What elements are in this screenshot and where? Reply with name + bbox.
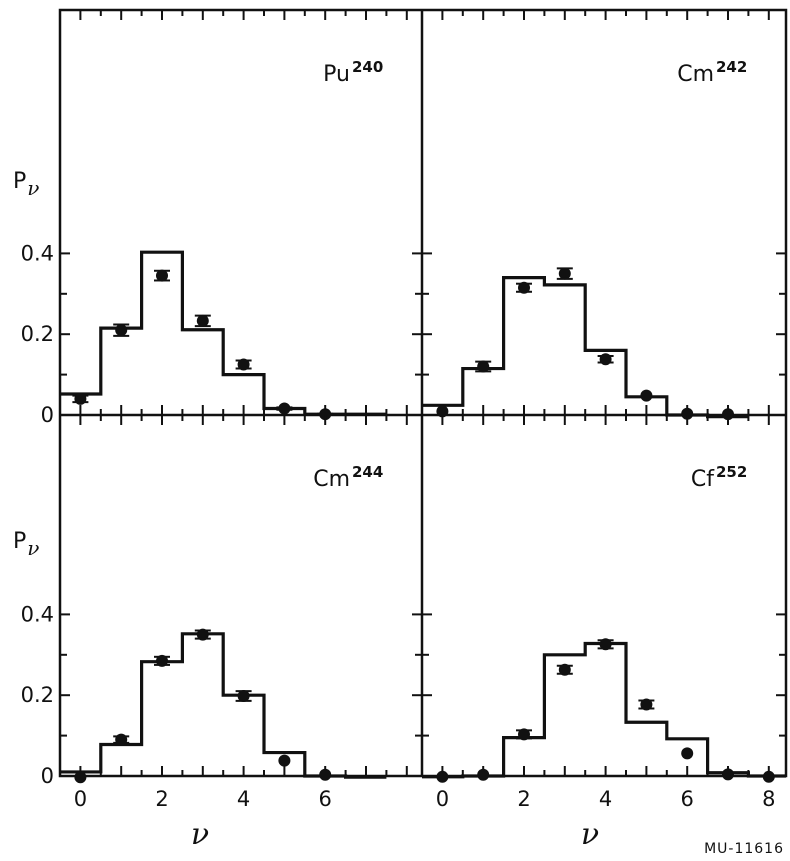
data-point bbox=[599, 353, 612, 366]
x-tick-label: 2 bbox=[517, 787, 530, 811]
panel-cf-252: Cf 252 bbox=[422, 415, 786, 783]
y-tick-label: 0.2 bbox=[21, 683, 54, 707]
data-point bbox=[74, 771, 87, 784]
data-point bbox=[196, 314, 209, 327]
data-point bbox=[278, 402, 291, 415]
y-axis-label-bottom: Pν bbox=[13, 529, 39, 560]
histogram-step-line bbox=[60, 250, 387, 416]
data-point bbox=[681, 407, 694, 420]
y-tick-label: 0 bbox=[41, 764, 54, 788]
data-point bbox=[436, 770, 449, 783]
data-point bbox=[319, 768, 332, 781]
panel-label: Pu bbox=[323, 62, 350, 87]
panel-label: Cf bbox=[691, 467, 715, 492]
x-tick-label: 0 bbox=[436, 787, 449, 811]
data-point bbox=[722, 408, 734, 421]
histogram-step-line bbox=[422, 276, 749, 419]
panel-label: Cm bbox=[313, 467, 350, 492]
figure-code: MU-11616 bbox=[704, 841, 784, 857]
panel-label-mass: 244 bbox=[352, 463, 383, 481]
data-point bbox=[558, 663, 571, 676]
data-point bbox=[237, 358, 250, 371]
panel-cm-244: Cm 244 bbox=[60, 415, 422, 784]
data-point bbox=[640, 698, 653, 711]
histogram-step-line bbox=[60, 632, 387, 779]
x-axis-label-right: ν bbox=[581, 817, 599, 852]
x-tick-label: 4 bbox=[599, 787, 612, 811]
y-axis-label-top: Pν bbox=[13, 169, 39, 200]
x-axis-label-left: ν bbox=[191, 817, 209, 852]
y-tick-label: 0.4 bbox=[21, 241, 54, 265]
data-point bbox=[518, 281, 530, 294]
data-point bbox=[518, 728, 530, 741]
data-point bbox=[278, 754, 291, 767]
panel-label: Cm bbox=[677, 62, 714, 87]
x-tick-label: 0 bbox=[74, 787, 87, 811]
data-point bbox=[237, 690, 250, 703]
data-point bbox=[681, 747, 694, 760]
data-point bbox=[599, 638, 612, 651]
x-tick-label: 6 bbox=[319, 787, 332, 811]
x-tick-label: 2 bbox=[155, 787, 168, 811]
data-point bbox=[477, 360, 490, 373]
panel-label-mass: 252 bbox=[716, 463, 747, 481]
panel-pu-240: Pu 240 bbox=[60, 10, 422, 421]
data-point bbox=[156, 654, 168, 667]
data-point bbox=[319, 408, 332, 421]
data-point bbox=[722, 768, 734, 781]
data-point bbox=[558, 267, 571, 280]
y-tick-label: 0.2 bbox=[21, 322, 54, 346]
axis-labels: Pν Pν ν ν MU-11616 bbox=[13, 169, 784, 857]
x-tick-label: 4 bbox=[237, 787, 250, 811]
data-point bbox=[196, 628, 209, 641]
panel-label-mass: 240 bbox=[352, 58, 383, 76]
data-point bbox=[115, 733, 128, 746]
y-tick-label: 0 bbox=[41, 403, 54, 427]
panel-label-mass: 242 bbox=[716, 58, 747, 76]
x-tick-label: 8 bbox=[762, 787, 775, 811]
data-point bbox=[74, 392, 87, 405]
data-point bbox=[640, 389, 653, 402]
data-point bbox=[477, 768, 490, 781]
data-point bbox=[115, 324, 128, 337]
panel-cm-242: Cm 242 bbox=[422, 10, 786, 421]
x-tick-label: 6 bbox=[681, 787, 694, 811]
histogram-step-line bbox=[422, 641, 786, 779]
data-point bbox=[436, 405, 449, 418]
data-point bbox=[156, 269, 168, 282]
data-point bbox=[762, 770, 775, 783]
y-tick-label: 0.4 bbox=[21, 602, 54, 626]
